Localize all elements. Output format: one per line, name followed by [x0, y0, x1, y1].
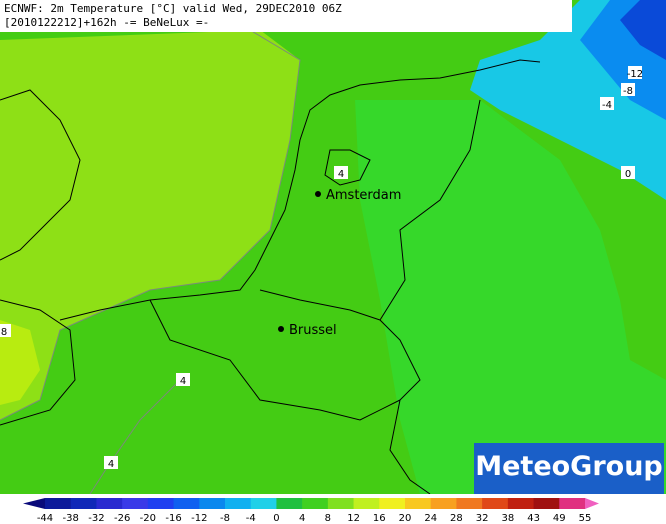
legend-tick-label: -26: [114, 513, 130, 524]
legend-swatch: [353, 498, 380, 509]
legend-swatch: [250, 498, 277, 509]
contour-label-box: [628, 66, 642, 79]
legend-tick-label: 12: [347, 513, 360, 524]
legend-tick-label: -32: [88, 513, 104, 524]
contour-label: -8: [623, 86, 633, 97]
header-line: ECNWF: 2m Temperature [°C] valid Wed, 29…: [4, 2, 342, 15]
legend-tick-label: -4: [246, 513, 256, 524]
legend-swatch: [276, 498, 303, 509]
city-label: Amsterdam: [326, 188, 401, 203]
contour-label: 4: [180, 376, 186, 387]
contour-label: -4: [602, 100, 612, 111]
legend-tick-label: 55: [579, 513, 592, 524]
contour-label-box: [334, 166, 348, 179]
legend-tick-label: -12: [191, 513, 207, 524]
warm-core: [0, 320, 40, 405]
legend-tick-label: 43: [527, 513, 540, 524]
legend-swatch: [147, 498, 175, 509]
legend-swatch: [482, 498, 509, 509]
legend-tick-label: 20: [399, 513, 412, 524]
city-label: Brussel: [289, 323, 337, 338]
logo: MeteoGroup: [475, 451, 663, 482]
contour-label-box: [621, 83, 635, 96]
legend-swatch: [327, 498, 355, 509]
legend-swatch: [533, 498, 560, 509]
legend-swatch: [456, 498, 483, 509]
legend-swatch: [45, 498, 72, 509]
coastline: [324, 149, 371, 186]
warm-region: [0, 30, 300, 420]
legend-swatch: [585, 498, 599, 509]
contour-label-box: [176, 373, 190, 386]
contour-label-box: [0, 324, 11, 337]
legend-swatch: [122, 498, 149, 509]
header-line: [2010122212]+162h -= BeNeLux =-: [4, 16, 209, 29]
legend-swatch: [70, 498, 97, 509]
legend-tick-label: 49: [553, 513, 566, 524]
contour-label: -12: [627, 69, 643, 80]
legend-tick-label: -8: [220, 513, 230, 524]
city-dot: [278, 326, 284, 332]
legend-swatch: [405, 498, 432, 509]
legend-swatch: [559, 498, 586, 509]
contour-label: 8: [1, 327, 7, 338]
legend-swatch: [173, 498, 200, 509]
legend-tick-label: -16: [165, 513, 181, 524]
legend-tick-label: -38: [63, 513, 79, 524]
contour-label: 4: [108, 459, 114, 470]
coastline: [59, 59, 541, 321]
isotherm: [0, 29, 301, 421]
logo-box: [474, 443, 664, 494]
contour-label-box: [104, 456, 118, 469]
coldest-region: [620, 0, 666, 60]
legend-swatch: [379, 498, 406, 509]
legend-tick-label: 4: [299, 513, 305, 524]
coastline: [0, 89, 81, 426]
header-box: [0, 0, 572, 32]
legend-tick-label: 38: [501, 513, 514, 524]
legend-swatch: [199, 498, 226, 509]
legend-tick-label: 0: [273, 513, 279, 524]
legend-swatch: [302, 498, 329, 509]
legend-swatch: [225, 498, 252, 509]
legend-swatch: [96, 498, 123, 509]
legend-tick-label: 8: [325, 513, 331, 524]
contour-label: 4: [338, 169, 344, 180]
legend-tick-label: -44: [37, 513, 53, 524]
legend-swatch: [430, 498, 457, 509]
legend-tick-label: -20: [140, 513, 156, 524]
contour-label: 0: [625, 169, 631, 180]
legend-swatch: [23, 498, 45, 509]
legend-tick-label: 24: [424, 513, 437, 524]
contour-label-box: [600, 97, 614, 110]
contour-label-box: [621, 166, 635, 179]
legend-tick-label: 16: [373, 513, 386, 524]
isotherm: [89, 379, 181, 495]
legend-tick-label: 28: [450, 513, 463, 524]
legend-swatch: [507, 498, 535, 509]
border: [149, 99, 481, 495]
legend-tick-label: 32: [476, 513, 489, 524]
city-dot: [315, 191, 321, 197]
cool-region: [355, 100, 666, 494]
